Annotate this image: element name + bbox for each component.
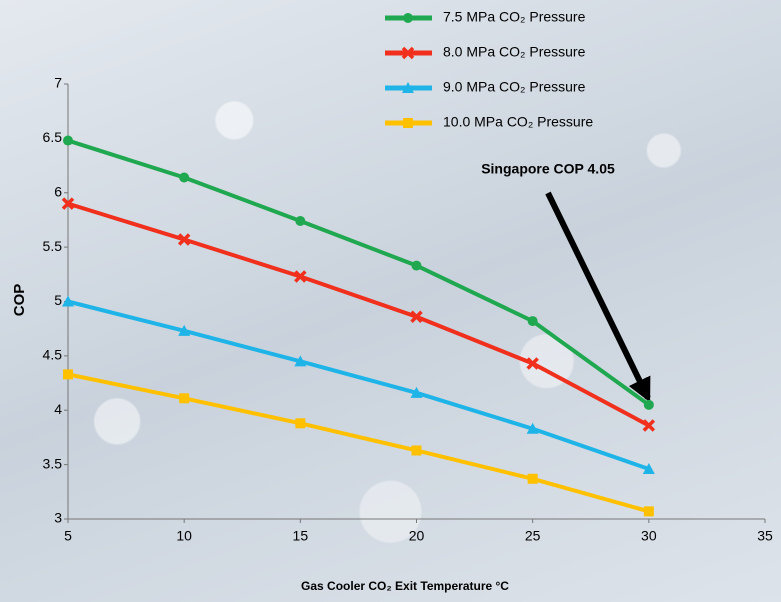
marker — [295, 216, 305, 226]
marker — [179, 173, 189, 183]
series-line — [68, 374, 649, 511]
marker — [412, 445, 422, 455]
annotation: Singapore COP 4.05 — [481, 161, 615, 177]
y-tick-label: 5 — [54, 292, 62, 308]
marker — [644, 400, 654, 410]
y-tick-label: 4.5 — [43, 347, 63, 363]
marker — [403, 13, 413, 23]
y-tick-label: 3 — [54, 510, 62, 526]
marker — [179, 393, 189, 403]
y-tick-label: 6.5 — [43, 129, 63, 145]
marker — [63, 369, 73, 379]
x-tick-label: 25 — [525, 528, 541, 544]
marker — [295, 418, 305, 428]
series-line — [68, 302, 649, 469]
legend-label: 8.0 MPa CO₂ Pressure — [443, 44, 586, 60]
y-tick-label: 6 — [54, 183, 62, 199]
y-tick-label: 4 — [54, 401, 62, 417]
legend-label: 10.0 MPa CO₂ Pressure — [443, 114, 593, 130]
x-tick-label: 35 — [757, 528, 773, 544]
y-tick-label: 7 — [54, 75, 62, 91]
x-axis-title: Gas Cooler CO₂ Exit Temperature °C — [301, 579, 509, 593]
chart: COP Gas Cooler CO₂ Exit Temperature °C S… — [0, 0, 781, 602]
y-tick-label: 5.5 — [43, 238, 63, 254]
marker — [528, 316, 538, 326]
x-tick-label: 10 — [176, 528, 192, 544]
marker — [412, 261, 422, 271]
y-axis-title: COP — [11, 284, 28, 317]
legend-label: 7.5 MPa CO₂ Pressure — [443, 9, 586, 25]
marker — [403, 118, 413, 128]
marker — [644, 506, 654, 516]
page: COP Gas Cooler CO₂ Exit Temperature °C S… — [0, 0, 781, 602]
series-line — [68, 141, 649, 405]
x-tick-label: 15 — [293, 528, 309, 544]
marker — [528, 474, 538, 484]
marker — [63, 136, 73, 146]
x-tick-label: 30 — [641, 528, 657, 544]
x-tick-label: 5 — [64, 528, 72, 544]
legend-label: 9.0 MPa CO₂ Pressure — [443, 79, 586, 95]
x-tick-label: 20 — [409, 528, 425, 544]
y-tick-label: 3.5 — [43, 455, 63, 471]
